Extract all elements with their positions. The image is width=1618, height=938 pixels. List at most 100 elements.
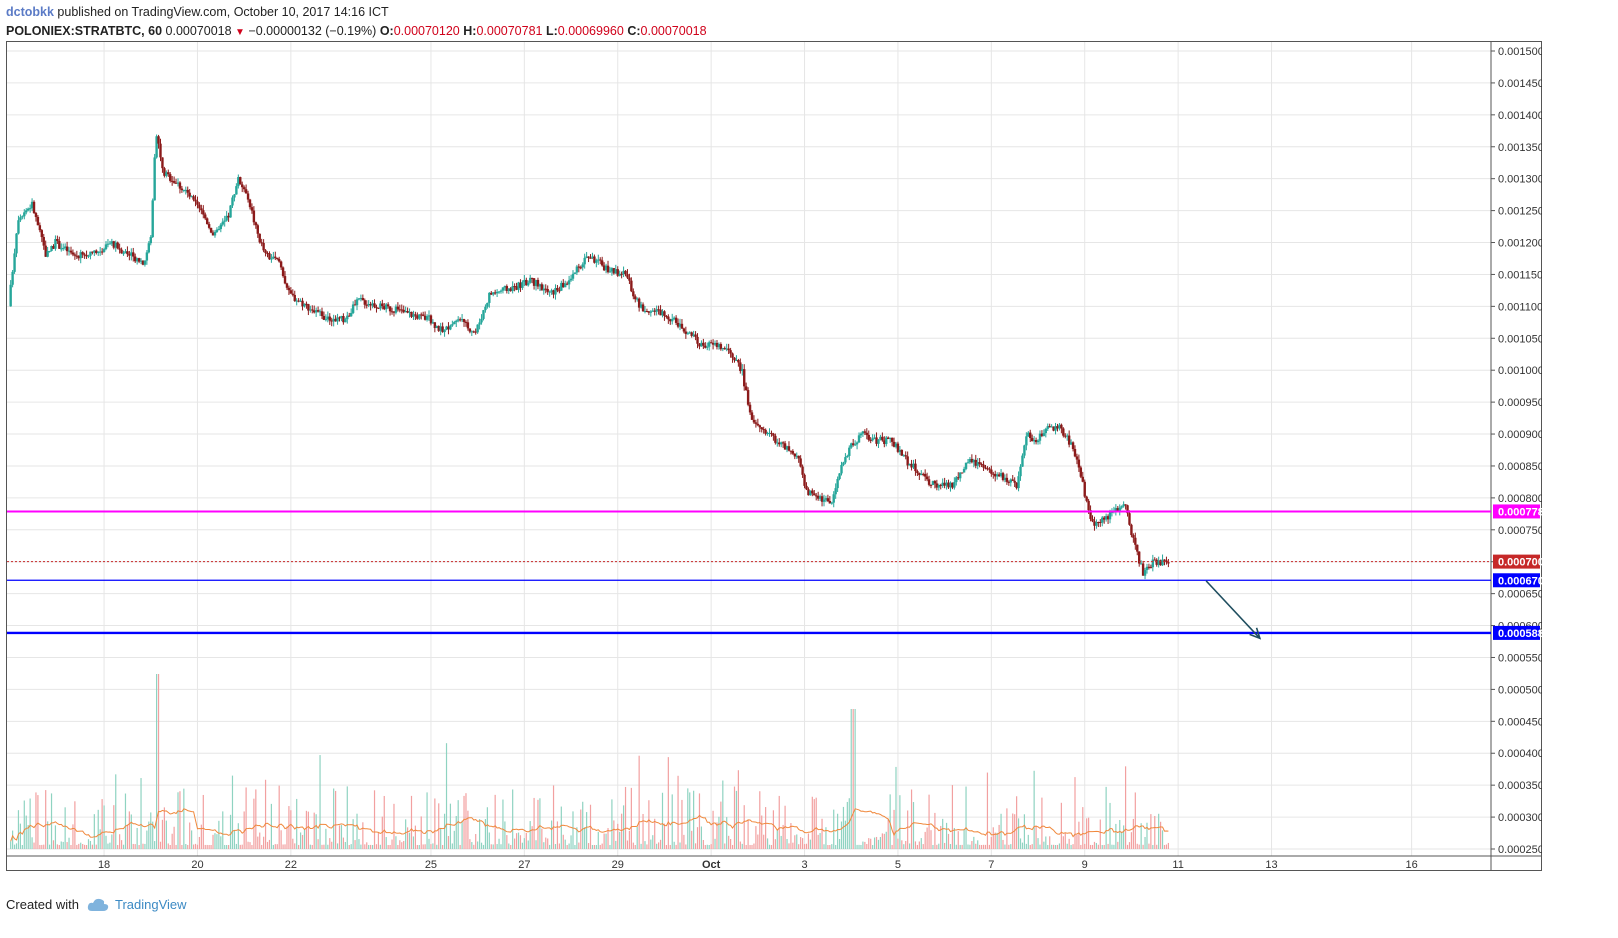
candle-body	[653, 310, 656, 312]
candle-body	[447, 326, 450, 330]
y-tick-label: 0.00135000	[1498, 142, 1542, 154]
candle-body	[379, 303, 382, 309]
volume-bar	[17, 810, 20, 849]
volume-bar	[889, 794, 891, 849]
volume-bar	[173, 826, 175, 849]
candle-body	[869, 439, 872, 441]
volume-bar	[696, 827, 699, 849]
candle-body	[947, 482, 950, 488]
candle-body	[830, 502, 833, 504]
volume-bar	[111, 834, 113, 849]
volume-bar	[393, 803, 395, 849]
volume-bar	[957, 831, 959, 849]
volume-bar	[288, 806, 290, 849]
candle-body	[945, 482, 948, 486]
candle-body	[937, 485, 940, 488]
candle-body	[733, 357, 736, 361]
candle-body	[600, 260, 604, 266]
candle-body	[425, 316, 429, 320]
price-chart[interactable]: 0.00150000 0.00145000 0.00140000 0.00135000…	[6, 41, 1557, 882]
y-tick-label: 0.00120000	[1498, 238, 1542, 250]
candle-body	[997, 474, 1001, 477]
level-label-box	[1493, 504, 1540, 519]
candle-body	[1077, 459, 1081, 468]
candle-body	[357, 298, 361, 300]
volume-bar	[687, 788, 689, 849]
author-link[interactable]: dctobkk	[6, 5, 54, 19]
candle-body	[416, 315, 419, 319]
volume-bar	[984, 844, 987, 849]
trend-arrow[interactable]	[1205, 580, 1261, 639]
candle-body	[268, 253, 271, 260]
candle-body	[1054, 426, 1057, 431]
chart-area[interactable]: 0.00150000 0.00145000 0.00140000 0.00135000…	[6, 41, 1557, 882]
candle-body	[941, 482, 944, 486]
candle-body	[1087, 500, 1090, 511]
volume-bar	[539, 798, 541, 849]
candle-body	[990, 469, 993, 474]
candle-body	[667, 316, 670, 320]
volume-bar	[780, 835, 782, 849]
volume-bar	[745, 844, 747, 849]
volume-bar	[224, 844, 226, 849]
candle-body	[758, 425, 761, 428]
volume-bar	[930, 830, 932, 849]
candle-body	[167, 172, 170, 175]
candle-body	[1013, 480, 1016, 483]
volume-bar	[373, 790, 376, 849]
tradingview-logo[interactable]: TradingView	[87, 897, 187, 912]
candle-body	[410, 311, 413, 317]
volume-bar	[251, 844, 253, 849]
candle-body	[618, 273, 621, 276]
volume-bar	[420, 816, 422, 849]
y-tick-label: 0.00035000	[1498, 780, 1542, 792]
candle-body	[492, 292, 495, 295]
candle-body	[225, 215, 228, 221]
volume-bar	[154, 841, 156, 849]
volume-bar	[949, 843, 952, 849]
volume-bar	[467, 810, 469, 849]
candle-body	[966, 462, 970, 464]
volume-bar	[1014, 814, 1016, 849]
candle-body	[421, 314, 425, 316]
candle-body	[1134, 537, 1137, 545]
candle-body	[377, 307, 380, 309]
volume-bar	[693, 790, 695, 849]
volume-bar	[23, 800, 25, 849]
candle-body	[1046, 426, 1049, 429]
candle-body	[929, 484, 933, 486]
candle-body	[1017, 476, 1020, 489]
volume-bar	[194, 843, 197, 849]
candle-body	[968, 458, 972, 463]
candle-body	[704, 345, 707, 348]
candle-body	[581, 264, 584, 268]
candle-body	[1095, 522, 1098, 526]
volume-bar	[243, 811, 245, 849]
candle-body	[246, 193, 250, 200]
candle-body	[1136, 544, 1139, 552]
volume-bar	[646, 844, 648, 849]
volume-bar	[338, 825, 341, 849]
candle-body	[322, 315, 326, 320]
candle-body	[126, 251, 129, 255]
volume-bar	[622, 805, 625, 849]
volume-bar	[761, 815, 763, 849]
y-tick-label: 0.00130000	[1498, 174, 1542, 186]
candle-body	[816, 495, 820, 499]
candle-body	[361, 297, 365, 301]
candle-body	[776, 442, 779, 444]
candle-body	[133, 256, 137, 262]
candle-body	[48, 250, 51, 252]
volume-bar	[290, 810, 292, 849]
candle-body	[1027, 432, 1030, 437]
candle-body	[688, 332, 691, 334]
volume-bar	[72, 824, 74, 849]
volume-bar	[712, 810, 714, 849]
volume-bar	[502, 799, 504, 849]
candle-body	[493, 292, 497, 294]
x-tick-label: 11	[1172, 859, 1183, 871]
volume-bar	[724, 843, 726, 849]
volume-bar	[951, 785, 954, 849]
candle-body	[684, 331, 688, 335]
volume-bar	[710, 844, 712, 849]
